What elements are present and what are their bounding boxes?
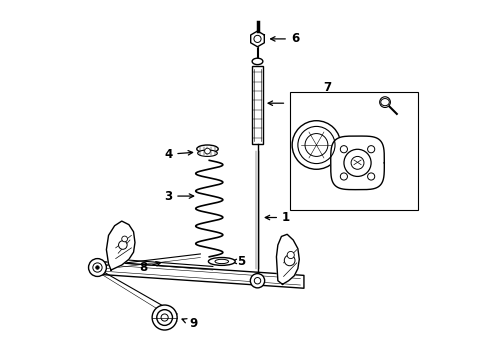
Circle shape <box>161 314 168 321</box>
Circle shape <box>284 255 295 266</box>
Text: 8: 8 <box>139 261 161 274</box>
Circle shape <box>368 173 375 180</box>
Circle shape <box>89 258 106 276</box>
Polygon shape <box>106 221 135 270</box>
Ellipse shape <box>215 259 228 264</box>
Circle shape <box>254 278 261 284</box>
Circle shape <box>368 146 375 153</box>
Circle shape <box>205 148 210 154</box>
Circle shape <box>341 173 347 180</box>
Polygon shape <box>331 136 384 190</box>
Ellipse shape <box>197 145 218 153</box>
Bar <box>290 93 418 210</box>
Circle shape <box>341 146 347 153</box>
Text: 5: 5 <box>232 255 245 268</box>
Ellipse shape <box>208 257 235 265</box>
Text: 6: 6 <box>270 32 299 45</box>
Circle shape <box>305 134 328 157</box>
Circle shape <box>122 236 127 242</box>
Circle shape <box>254 35 261 42</box>
Circle shape <box>298 126 335 163</box>
Polygon shape <box>276 234 299 284</box>
Ellipse shape <box>381 99 390 106</box>
Circle shape <box>93 263 102 272</box>
Circle shape <box>250 274 265 288</box>
Text: 1: 1 <box>265 211 290 224</box>
Circle shape <box>351 157 364 169</box>
Ellipse shape <box>252 58 263 64</box>
Circle shape <box>157 310 172 325</box>
Ellipse shape <box>197 150 218 157</box>
Text: 2: 2 <box>268 97 297 110</box>
Text: 4: 4 <box>164 148 193 161</box>
Text: 3: 3 <box>164 190 194 203</box>
Circle shape <box>344 149 371 176</box>
Circle shape <box>380 97 391 108</box>
Polygon shape <box>251 31 264 47</box>
Text: 7: 7 <box>323 81 331 94</box>
Polygon shape <box>93 261 304 288</box>
Text: 9: 9 <box>182 317 197 330</box>
Circle shape <box>292 121 341 169</box>
Circle shape <box>96 266 99 269</box>
Circle shape <box>152 305 177 330</box>
Circle shape <box>287 251 294 258</box>
Bar <box>252 66 263 144</box>
Circle shape <box>119 241 127 249</box>
